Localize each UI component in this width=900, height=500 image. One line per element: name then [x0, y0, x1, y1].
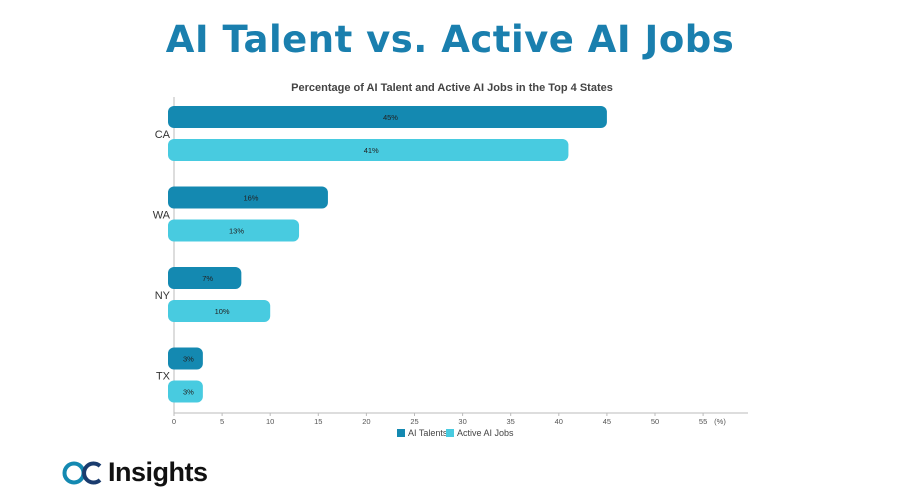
x-tick-label: 10: [266, 417, 274, 426]
x-tick-label: 40: [555, 417, 563, 426]
oc-logo-icon: [62, 461, 102, 484]
data-label-ai-talents-wa: 16%: [243, 194, 258, 203]
legend-label-ai-talents: AI Talents: [408, 428, 448, 438]
page-title: AI Talent vs. Active AI Jobs: [165, 18, 735, 61]
category-label-ca: CA: [155, 129, 171, 141]
legend: AI Talents Active AI Jobs: [397, 428, 514, 438]
data-label-ai-talents-ca: 45%: [383, 113, 398, 122]
x-tick-label: 35: [507, 417, 515, 426]
company-logo: Insights: [62, 457, 208, 488]
logo-text: Insights: [108, 457, 208, 487]
x-tick-label: 25: [410, 417, 418, 426]
category-labels: CA WA NY TX: [153, 129, 171, 383]
x-ticks: 0 5 10 15 20 25 30 35 40 45 50 55: [172, 413, 707, 426]
legend-swatch-ai-talents: [397, 429, 405, 437]
data-label-ai-talents-tx: 3%: [183, 355, 194, 364]
bar-ai-talents-ca: [168, 106, 607, 128]
x-tick-label: 50: [651, 417, 659, 426]
category-label-tx: TX: [156, 371, 171, 383]
bar-active-ai-jobs-ny: [168, 300, 271, 322]
data-label-active-ai-jobs-ca: 41%: [364, 146, 379, 155]
data-label-active-ai-jobs-ny: 10%: [215, 307, 230, 316]
x-tick-label: 5: [220, 417, 224, 426]
data-label-active-ai-jobs-wa: 13%: [229, 227, 244, 236]
bar-ai-talents-wa: [168, 186, 328, 209]
category-label-ny: NY: [155, 290, 171, 302]
data-label-ai-talents-ny: 7%: [202, 274, 213, 283]
legend-swatch-active-ai-jobs: [446, 429, 454, 437]
x-tick-label: 55: [699, 417, 707, 426]
bar-active-ai-jobs-wa: [168, 219, 300, 242]
bar-ai-talents-tx: [168, 347, 203, 370]
category-label-wa: WA: [153, 210, 171, 222]
x-tick-label: 0: [172, 417, 176, 426]
legend-label-active-ai-jobs: Active AI Jobs: [457, 428, 514, 438]
x-tick-label: 15: [314, 417, 322, 426]
x-tick-label: 20: [362, 417, 370, 426]
x-unit-label: (%): [714, 417, 726, 426]
x-tick-label: 30: [458, 417, 466, 426]
bar-active-ai-jobs-tx: [168, 380, 203, 403]
data-label-active-ai-jobs-tx: 3%: [183, 388, 194, 397]
bars-layer: 45% 41% 16% 13% 7% 10% 3% 3%: [168, 106, 607, 403]
chart-title: Percentage of AI Talent and Active AI Jo…: [291, 82, 613, 94]
bar-active-ai-jobs-ca: [168, 139, 569, 161]
x-tick-label: 45: [603, 417, 611, 426]
bar-ai-talents-ny: [168, 267, 242, 289]
